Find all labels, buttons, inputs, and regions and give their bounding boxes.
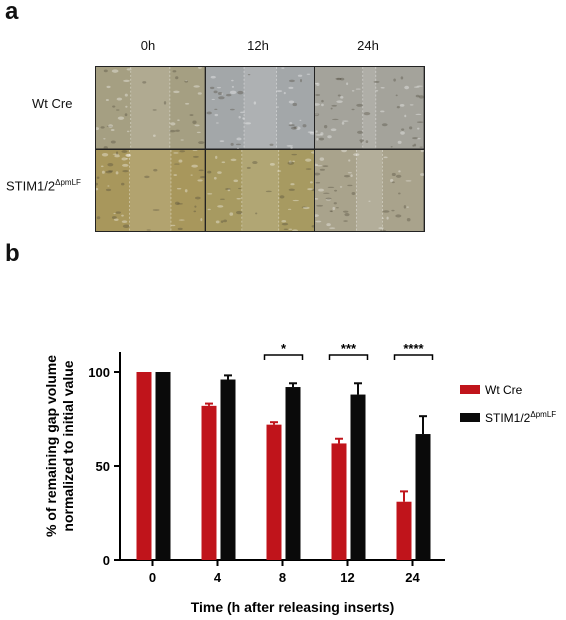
significance-stars: * [281, 341, 287, 356]
y-tick-label: 50 [96, 459, 110, 474]
micrograph-grid [95, 66, 425, 232]
bar [350, 394, 366, 560]
significance-stars: **** [403, 341, 424, 356]
time-label-24h: 24h [357, 38, 379, 53]
y-axis-label: normalized to initial value [60, 360, 76, 531]
y-tick-label: 0 [103, 553, 110, 568]
panel-a-letter: a [5, 0, 19, 25]
x-tick-label: 0 [149, 570, 156, 585]
time-label-0h: 0h [140, 38, 156, 53]
row-label-wt-cre: Wt Cre [32, 96, 73, 111]
legend-label-superscript: ΔpmLF [530, 410, 556, 419]
legend-label: Wt Cre [485, 383, 523, 397]
gap-closure-bar-chart: 0 50 100 % of remaining gap volume normalize… [43, 341, 556, 615]
micrograph-wt-0h [96, 67, 205, 149]
legend-label: STIM1/2ΔpmLF [485, 410, 556, 425]
significance-stars: *** [341, 341, 357, 356]
time-label-12h: 12h [247, 38, 269, 53]
micrograph-stim-12h [205, 149, 315, 231]
x-tick-label: 8 [279, 570, 286, 585]
legend-swatch [460, 385, 480, 394]
x-tick-label: 24 [405, 570, 420, 585]
significance-bracket [328, 354, 369, 360]
micrograph-stim-0h [96, 149, 205, 231]
x-axis-label: Time (h after releasing inserts) [191, 599, 395, 615]
y-tick-label: 100 [88, 365, 110, 380]
significance-bracket [263, 354, 304, 360]
bar [331, 443, 347, 560]
micrograph-wt-12h [205, 67, 315, 149]
bar [155, 372, 171, 560]
legend-swatch [460, 413, 480, 422]
x-tick-label: 12 [340, 570, 354, 585]
panel-b-letter: b [5, 240, 20, 267]
x-tick-label: 4 [214, 570, 222, 585]
bar [415, 434, 431, 560]
bar [266, 424, 282, 560]
bar [201, 405, 217, 560]
row-label-stim: STIM1/2ΔpmLF [6, 178, 81, 194]
micrograph-wt-24h [315, 67, 424, 149]
micrograph-stim-24h [315, 149, 424, 231]
bar [396, 501, 412, 560]
significance-bracket [393, 354, 434, 360]
y-axis-label: % of remaining gap volume [43, 355, 59, 537]
bar [285, 387, 301, 560]
row-label-stim-superscript: ΔpmLF [55, 178, 81, 187]
bar [220, 379, 236, 560]
bar [136, 372, 152, 560]
